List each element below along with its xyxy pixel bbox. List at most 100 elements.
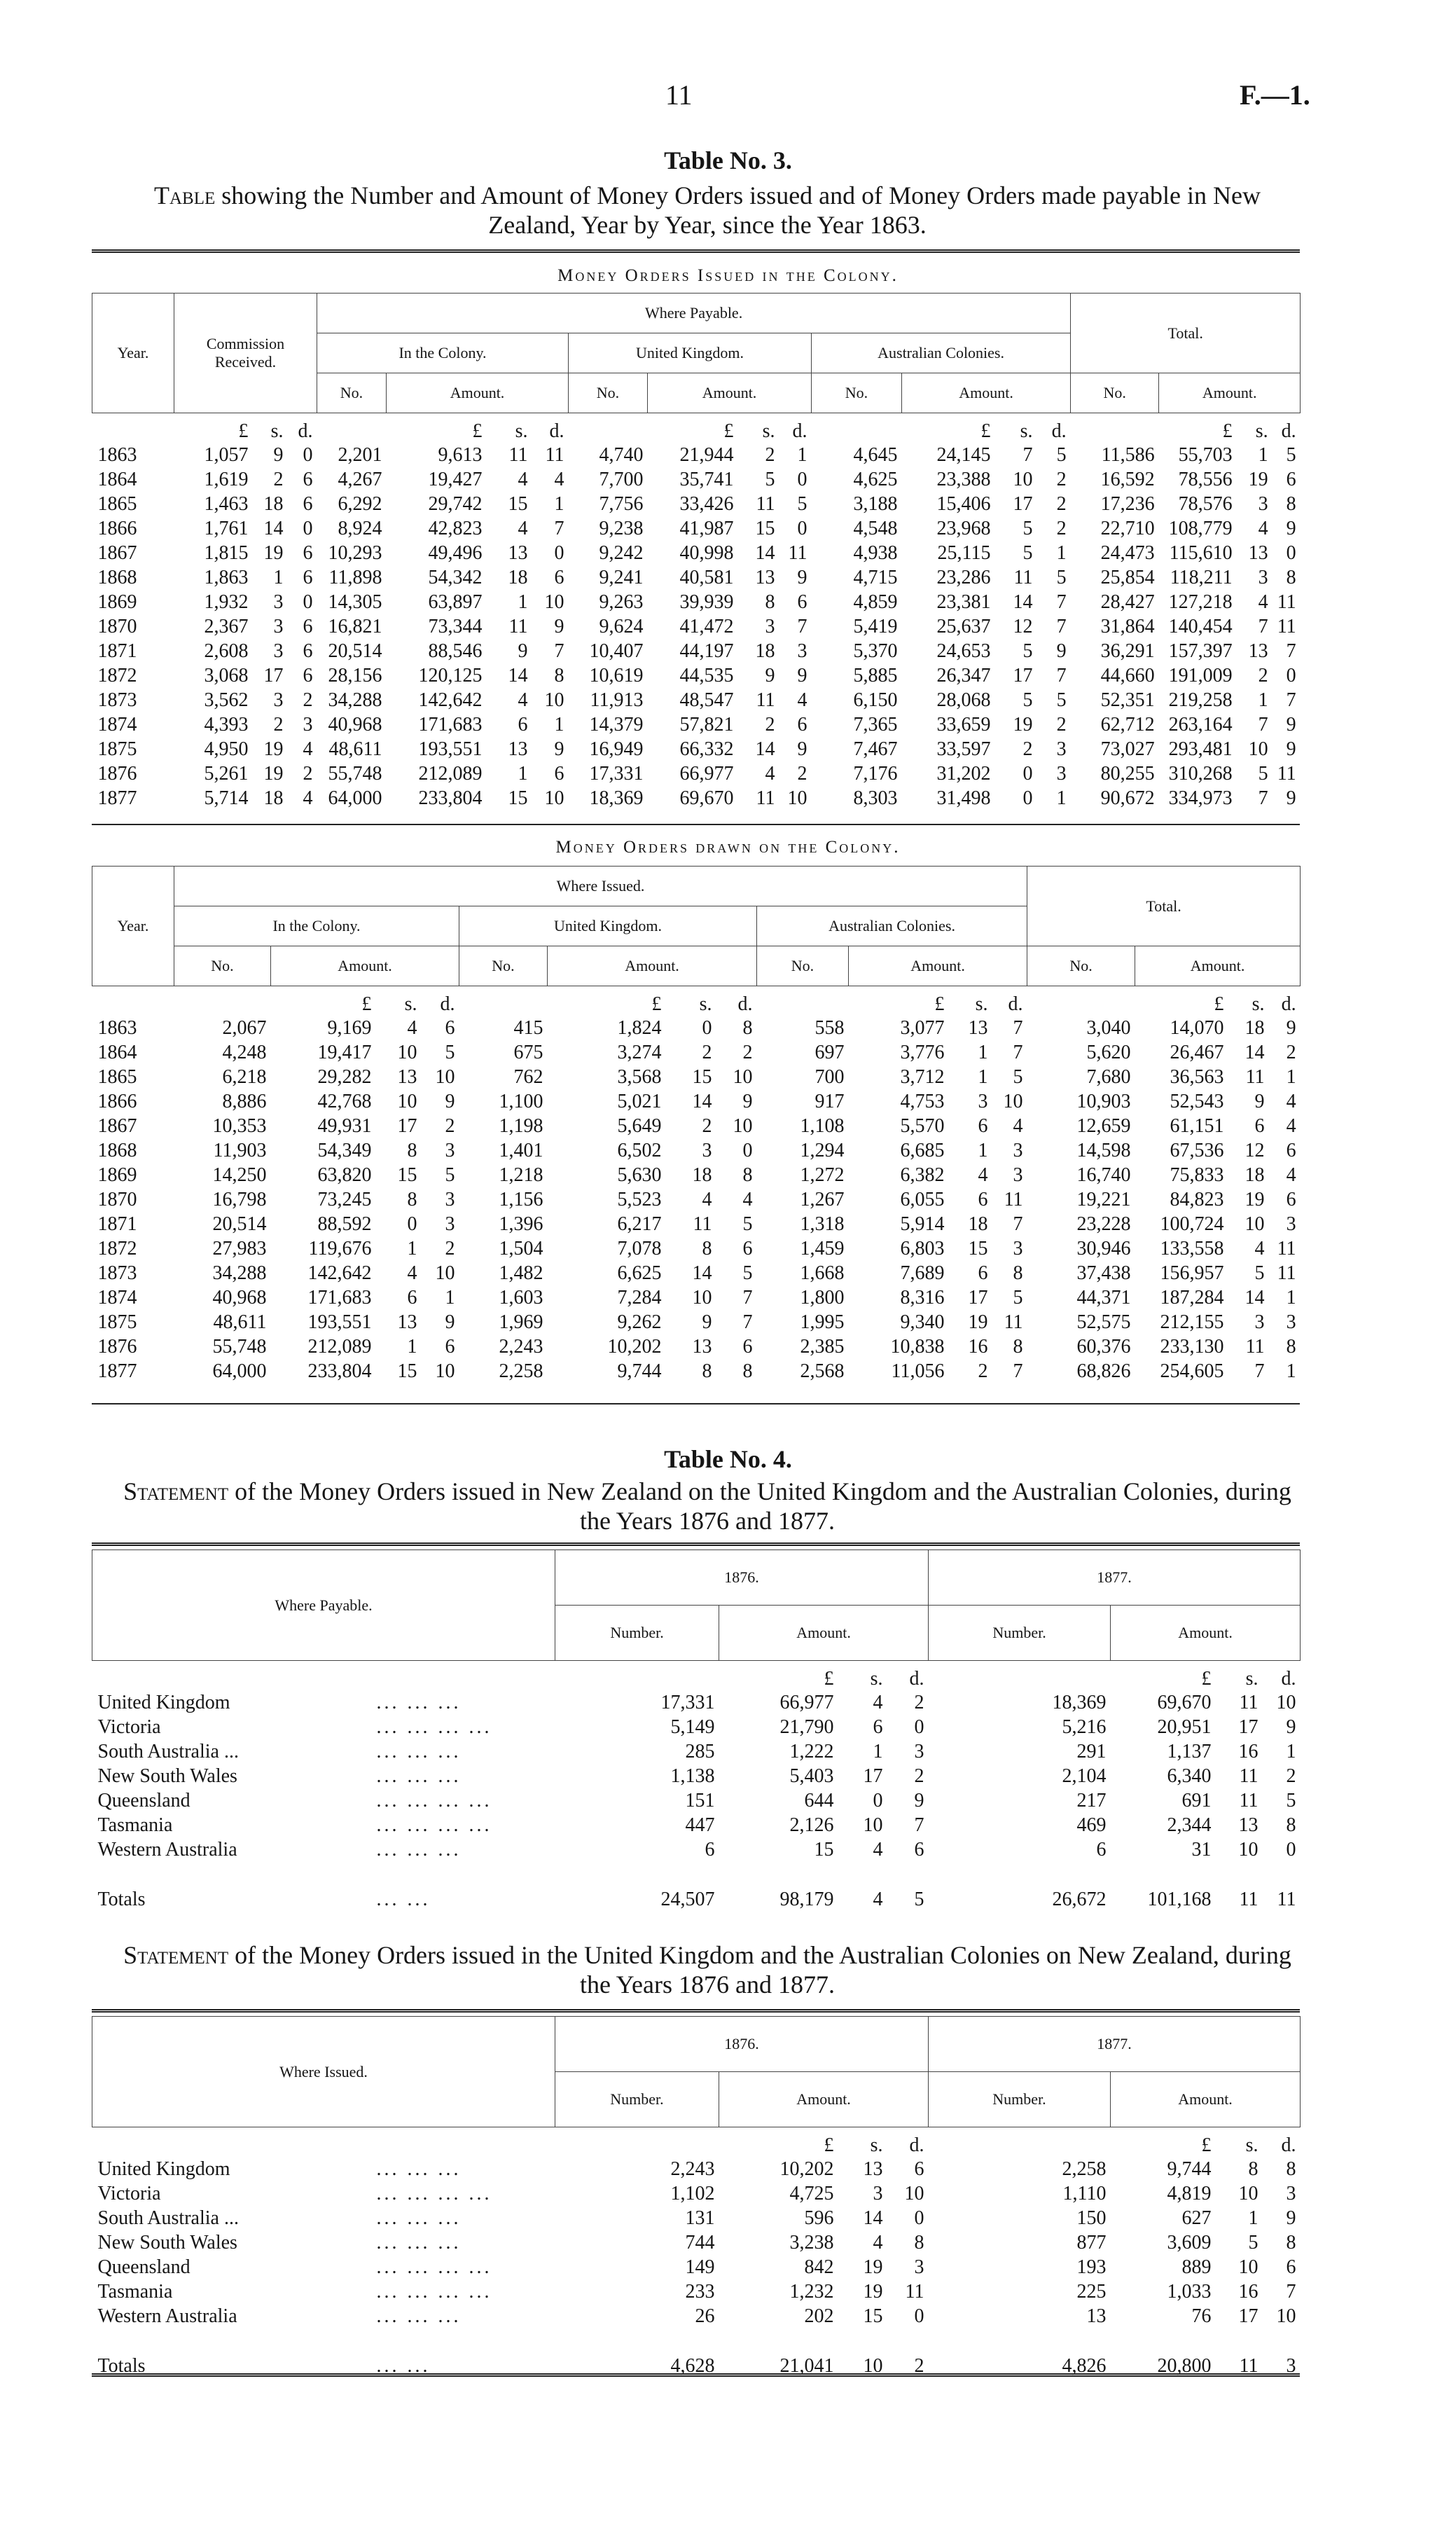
unit: d. bbox=[1281, 1668, 1296, 1690]
cell: 1,198 bbox=[499, 1114, 543, 1137]
cell: 9,263 bbox=[599, 591, 644, 613]
cell: 41,472 bbox=[679, 615, 734, 637]
cell: 1870 bbox=[97, 1188, 137, 1210]
unit: d. bbox=[440, 993, 455, 1015]
header: Where Issued. bbox=[92, 2016, 555, 2127]
blank bbox=[555, 2127, 719, 2158]
cell: ... ... ... bbox=[376, 2231, 462, 2253]
cell: 1865 bbox=[97, 492, 137, 515]
header: Number. bbox=[555, 1605, 720, 1661]
cell: 1,619 bbox=[204, 468, 249, 490]
cell: 19 bbox=[1244, 1188, 1265, 1210]
cell: 3 bbox=[1013, 1237, 1023, 1259]
header: Number. bbox=[928, 1605, 1111, 1661]
cell: 1,969 bbox=[499, 1311, 543, 1333]
cell: 54,349 bbox=[317, 1139, 372, 1161]
cell: 15 bbox=[814, 1838, 834, 1861]
cell: 193 bbox=[1076, 2256, 1107, 2278]
cell: 11 bbox=[1245, 1065, 1265, 1088]
cell: 5,649 bbox=[617, 1114, 662, 1137]
cell: 0 bbox=[303, 517, 313, 539]
unit: d. bbox=[1281, 420, 1296, 442]
row: 1877 5,714 18 4 64,000 233,804 15 10 18,369 69,67… bbox=[92, 786, 1301, 810]
cell: 6 bbox=[1096, 1838, 1107, 1861]
cell: 5 bbox=[1013, 1065, 1023, 1088]
cell: 2,243 bbox=[499, 1335, 543, 1358]
cell: 10 bbox=[692, 1286, 712, 1309]
cell: 5 bbox=[1056, 566, 1067, 588]
cell: 1,815 bbox=[204, 541, 249, 564]
cell: 1,272 bbox=[800, 1164, 845, 1186]
cell: 1 bbox=[518, 762, 528, 785]
cell: 3 bbox=[445, 1139, 455, 1161]
cell: 10 bbox=[733, 1065, 753, 1088]
cell: 5 bbox=[742, 1262, 753, 1284]
row: 1876 55,748 212,089 1 6 2,243 10,202 13 6 2,385 10… bbox=[92, 1334, 1301, 1359]
cell: 42,823 bbox=[428, 517, 483, 539]
cell: 10 bbox=[863, 2355, 883, 2377]
cell: 2,367 bbox=[204, 615, 249, 637]
cell: 2 bbox=[1286, 1041, 1296, 1063]
cell: 115,610 bbox=[1169, 541, 1233, 564]
unit: d. bbox=[792, 420, 807, 442]
cell: 25,854 bbox=[1100, 566, 1155, 588]
cell: 12 bbox=[1013, 615, 1033, 637]
header: Amount. bbox=[547, 946, 757, 986]
cell: 217 bbox=[1076, 1789, 1107, 1811]
cell: 2 bbox=[1022, 738, 1033, 760]
cell: 6 bbox=[873, 1716, 883, 1738]
cell: 9 bbox=[1286, 1016, 1296, 1039]
cell: 1877 bbox=[97, 1360, 137, 1382]
cell: 7 bbox=[1013, 1213, 1023, 1235]
cell: 17 bbox=[968, 1286, 988, 1309]
row: 1874 4,393 2 3 40,968 171,683 6 1 14,379 57,821 2 6… bbox=[92, 712, 1301, 737]
cell: 8 bbox=[1286, 2231, 1296, 2253]
cell: 917 bbox=[814, 1090, 845, 1112]
row: 1865 1,463 18 6 6,292 29,742 15 1 7,756 33,426 11 5… bbox=[92, 492, 1301, 516]
cell: 28,427 bbox=[1100, 591, 1155, 613]
cell: 7,700 bbox=[599, 468, 644, 490]
blank bbox=[812, 413, 902, 443]
cell: 6,625 bbox=[617, 1262, 662, 1284]
cell: 35,741 bbox=[679, 468, 734, 490]
cell: 0 bbox=[1286, 541, 1296, 564]
cell: 3,238 bbox=[789, 2231, 834, 2253]
unit: £ bbox=[824, 2134, 834, 2156]
cell: 2 bbox=[765, 713, 775, 736]
cell: 9,241 bbox=[599, 566, 644, 588]
cell: 10,838 bbox=[890, 1335, 945, 1358]
cell: 40,581 bbox=[679, 566, 734, 588]
unit: s. bbox=[1245, 2134, 1259, 2156]
cell: 7 bbox=[797, 615, 807, 637]
cell: 6,217 bbox=[617, 1213, 662, 1235]
cell: 2,243 bbox=[670, 2158, 715, 2180]
cell: 5 bbox=[1286, 443, 1296, 466]
cell: 2 bbox=[303, 689, 313, 711]
cell: 4 bbox=[518, 517, 528, 539]
cell: 6,685 bbox=[900, 1139, 945, 1161]
cell: 33,659 bbox=[936, 713, 991, 736]
header: United Kingdom. bbox=[568, 333, 812, 373]
cell: 6 bbox=[303, 640, 313, 662]
unit: s. bbox=[270, 420, 284, 442]
units-row: £ s. d. £ s. d. £ s. d. £ s. d. bbox=[92, 986, 1301, 1016]
cell: 3 bbox=[1254, 1311, 1265, 1333]
cell: 7 bbox=[1013, 1041, 1023, 1063]
blank bbox=[1071, 413, 1159, 443]
cell: 1 bbox=[1248, 2207, 1259, 2229]
cell: 14 bbox=[263, 517, 284, 539]
cell: 3 bbox=[273, 689, 284, 711]
cell: 6 bbox=[303, 615, 313, 637]
cell: 15,406 bbox=[936, 492, 991, 515]
units-row: £ s. d. £ s. d. £ s. d. £ s. d. £ s. d. bbox=[92, 413, 1301, 443]
caption-lead: Statement bbox=[123, 1477, 229, 1505]
cell: 11,898 bbox=[328, 566, 382, 588]
header: Total. bbox=[1070, 293, 1301, 373]
cell: 1877 bbox=[97, 787, 137, 809]
cell: 2 bbox=[1056, 713, 1067, 736]
rule bbox=[92, 2009, 1300, 2015]
cell: 16,798 bbox=[212, 1188, 267, 1210]
cell: 23,388 bbox=[936, 468, 991, 490]
cell: 675 bbox=[513, 1041, 543, 1063]
cell: 4,625 bbox=[853, 468, 898, 490]
